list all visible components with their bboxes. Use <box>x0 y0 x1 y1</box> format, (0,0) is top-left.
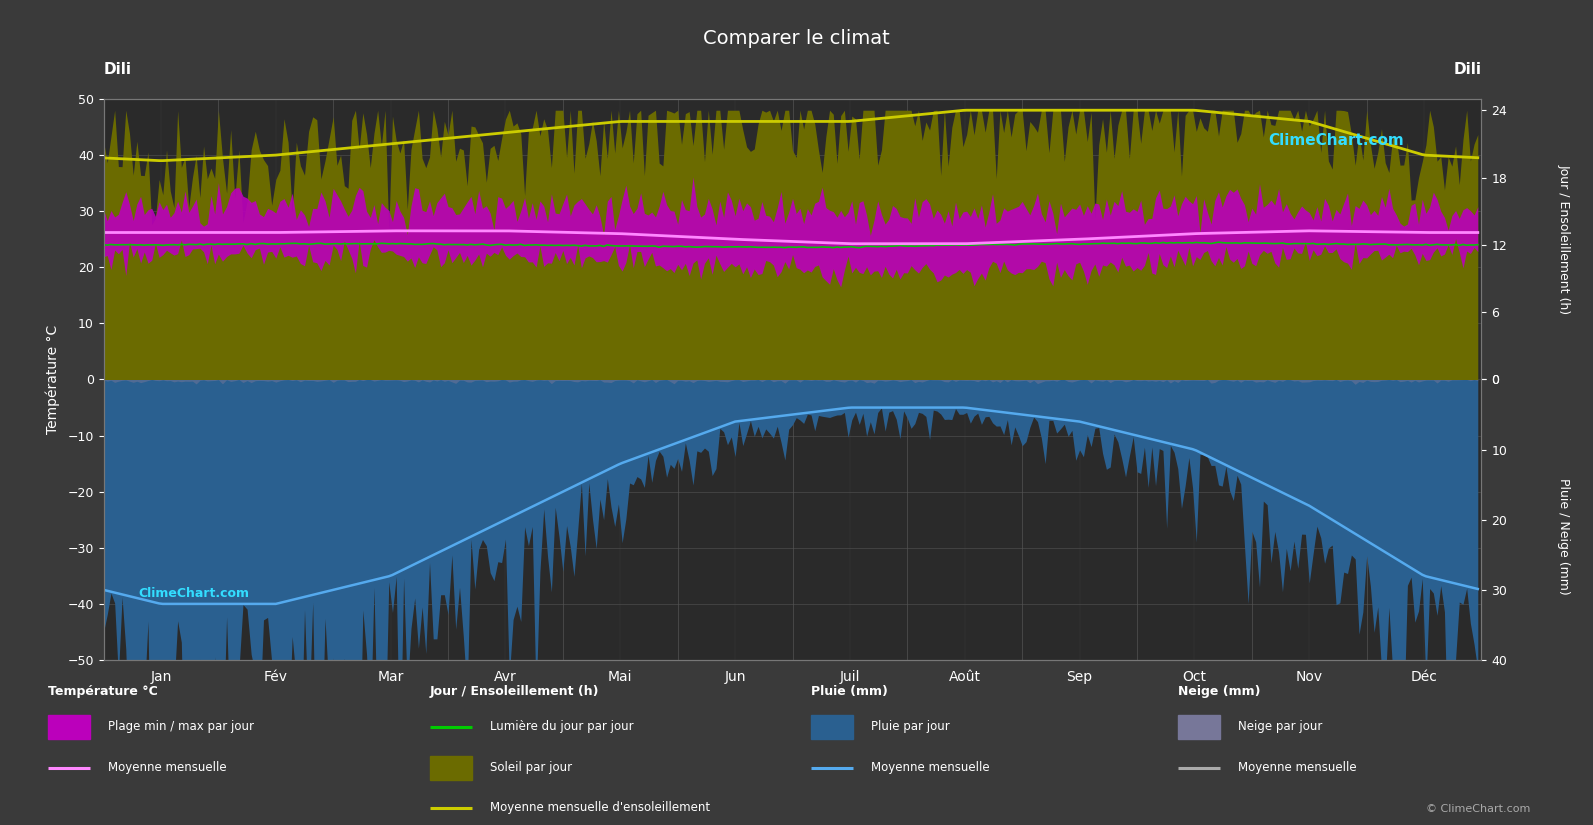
Text: Pluie / Neige (mm): Pluie / Neige (mm) <box>1558 478 1571 595</box>
Text: Neige par jour: Neige par jour <box>1238 720 1322 733</box>
Text: Pluie par jour: Pluie par jour <box>871 720 949 733</box>
Text: Pluie (mm): Pluie (mm) <box>811 685 889 698</box>
Text: Moyenne mensuelle d'ensoleillement: Moyenne mensuelle d'ensoleillement <box>489 801 709 814</box>
Bar <box>48 715 89 739</box>
Text: Jour / Ensoleillement (h): Jour / Ensoleillement (h) <box>430 685 599 698</box>
Bar <box>1179 715 1220 739</box>
Text: Dili: Dili <box>1453 62 1481 77</box>
Text: Lumière du jour par jour: Lumière du jour par jour <box>489 720 632 733</box>
Text: Comparer le climat: Comparer le climat <box>703 29 890 48</box>
Text: Neige (mm): Neige (mm) <box>1179 685 1260 698</box>
Text: Plage min / max par jour: Plage min / max par jour <box>108 720 253 733</box>
Text: Soleil par jour: Soleil par jour <box>489 761 572 775</box>
Text: Moyenne mensuelle: Moyenne mensuelle <box>1238 761 1357 775</box>
Bar <box>430 756 472 780</box>
Bar <box>811 715 854 739</box>
Y-axis label: Température °C: Température °C <box>46 325 61 434</box>
Text: ClimeChart.com: ClimeChart.com <box>139 587 249 600</box>
Text: © ClimeChart.com: © ClimeChart.com <box>1426 804 1531 814</box>
Text: Moyenne mensuelle: Moyenne mensuelle <box>108 761 226 775</box>
Text: Dili: Dili <box>104 62 132 77</box>
Text: Moyenne mensuelle: Moyenne mensuelle <box>871 761 989 775</box>
Text: ClimeChart.com: ClimeChart.com <box>1268 133 1403 148</box>
Text: Température °C: Température °C <box>48 685 158 698</box>
Text: Jour / Ensoleillement (h): Jour / Ensoleillement (h) <box>1558 164 1571 314</box>
